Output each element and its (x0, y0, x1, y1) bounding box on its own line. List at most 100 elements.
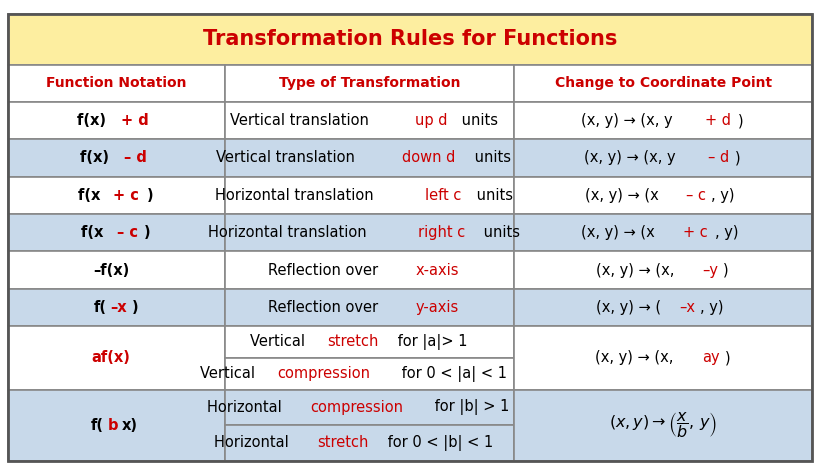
Text: ): ) (147, 188, 153, 203)
Text: Type of Transformation: Type of Transformation (278, 76, 460, 90)
Text: (x, y) → (x, y: (x, y) → (x, y (580, 113, 676, 128)
Bar (225, 358, 514, 390)
Text: Reflection over: Reflection over (268, 300, 382, 315)
Bar (8, 64, 225, 102)
Text: (x, y) → (x,: (x, y) → (x, (594, 350, 676, 365)
Text: $(x, y) \rightarrow \left(\dfrac{x}{b},\, y\right)$: $(x, y) \rightarrow \left(\dfrac{x}{b},\… (609, 410, 717, 440)
Text: f(: f( (91, 418, 104, 432)
Bar (8, 177, 225, 214)
Bar (514, 214, 811, 251)
Bar (8, 102, 225, 139)
Bar (514, 289, 811, 326)
Text: for 0 < |b| < 1: for 0 < |b| < 1 (382, 435, 493, 451)
Bar (514, 139, 811, 177)
Text: compression: compression (310, 400, 402, 415)
Text: ): ) (723, 350, 729, 365)
Bar (8, 139, 225, 177)
Bar (225, 102, 514, 139)
Bar (8, 14, 811, 64)
Text: stretch: stretch (316, 435, 368, 450)
Text: – c: – c (116, 225, 138, 240)
Text: ): ) (722, 263, 728, 278)
Text: compression: compression (277, 366, 370, 381)
Text: ): ) (143, 225, 150, 240)
Text: – c: – c (685, 188, 705, 203)
Text: for 0 < |a| < 1: for 0 < |a| < 1 (397, 366, 507, 382)
Bar (225, 289, 514, 326)
Text: (x, y) → (x, y: (x, y) → (x, y (583, 150, 679, 165)
Text: , y): , y) (713, 225, 737, 240)
Text: + d: + d (120, 113, 148, 128)
Text: units: units (456, 113, 497, 128)
Text: Horizontal: Horizontal (207, 400, 287, 415)
Text: up d: up d (414, 113, 447, 128)
Text: ay: ay (701, 350, 718, 365)
Bar (514, 390, 811, 461)
Text: + c: + c (113, 188, 139, 203)
Text: –y: –y (702, 263, 718, 278)
Bar (225, 390, 514, 425)
Text: x): x) (121, 418, 138, 432)
Bar (514, 64, 811, 102)
Text: y-axis: y-axis (415, 300, 459, 315)
Text: Vertical translation: Vertical translation (229, 113, 373, 128)
Text: – d: – d (124, 150, 147, 165)
Text: Function Notation: Function Notation (47, 76, 187, 90)
Bar (225, 326, 514, 358)
Text: f(x): f(x) (77, 113, 111, 128)
Text: af(x): af(x) (92, 350, 130, 365)
Text: (x, y) → (x,: (x, y) → (x, (595, 263, 678, 278)
Text: units: units (470, 150, 511, 165)
Text: , y): , y) (699, 300, 723, 315)
Bar (514, 102, 811, 139)
Text: f(x: f(x (81, 225, 108, 240)
Text: f(: f( (93, 300, 106, 315)
Text: units: units (478, 225, 519, 240)
Text: Change to Coordinate Point: Change to Coordinate Point (554, 76, 771, 90)
Bar (514, 251, 811, 289)
Text: (x, y) → (x: (x, y) → (x (581, 225, 659, 240)
Text: Horizontal translation: Horizontal translation (215, 188, 378, 203)
Text: for |b| > 1: for |b| > 1 (429, 400, 509, 415)
Text: –f(x): –f(x) (93, 263, 129, 278)
Text: Vertical: Vertical (200, 366, 260, 381)
Bar (514, 326, 811, 390)
Bar (8, 390, 225, 461)
Bar (225, 251, 514, 289)
Text: stretch: stretch (327, 335, 378, 350)
Text: – d: – d (707, 150, 728, 165)
Text: Horizontal translation: Horizontal translation (207, 225, 370, 240)
Text: ): ) (735, 150, 740, 165)
Bar (8, 251, 225, 289)
Text: f(x): f(x) (79, 150, 114, 165)
Text: left c: left c (425, 188, 461, 203)
Text: Vertical: Vertical (250, 335, 310, 350)
Text: Horizontal: Horizontal (214, 435, 293, 450)
Text: units: units (472, 188, 513, 203)
Text: down d: down d (401, 150, 455, 165)
Text: right c: right c (418, 225, 465, 240)
Text: Vertical translation: Vertical translation (216, 150, 360, 165)
Text: (x, y) → (: (x, y) → ( (595, 300, 660, 315)
Bar (8, 214, 225, 251)
Bar (225, 139, 514, 177)
Bar (225, 177, 514, 214)
Bar (225, 64, 514, 102)
Text: Reflection over: Reflection over (267, 263, 382, 278)
Text: x-axis: x-axis (415, 263, 459, 278)
Bar (514, 177, 811, 214)
Text: –x: –x (679, 300, 695, 315)
Text: for |a|> 1: for |a|> 1 (393, 334, 468, 350)
Text: + d: + d (704, 113, 730, 128)
Text: ): ) (131, 300, 138, 315)
Text: , y): , y) (711, 188, 734, 203)
Text: + c: + c (681, 225, 707, 240)
Bar (8, 326, 225, 390)
Text: (x, y) → (x: (x, y) → (x (584, 188, 662, 203)
Text: f(x: f(x (78, 188, 106, 203)
Bar (8, 289, 225, 326)
Text: –x: –x (110, 300, 127, 315)
Bar (225, 425, 514, 461)
Text: ): ) (737, 113, 743, 128)
Bar (225, 214, 514, 251)
